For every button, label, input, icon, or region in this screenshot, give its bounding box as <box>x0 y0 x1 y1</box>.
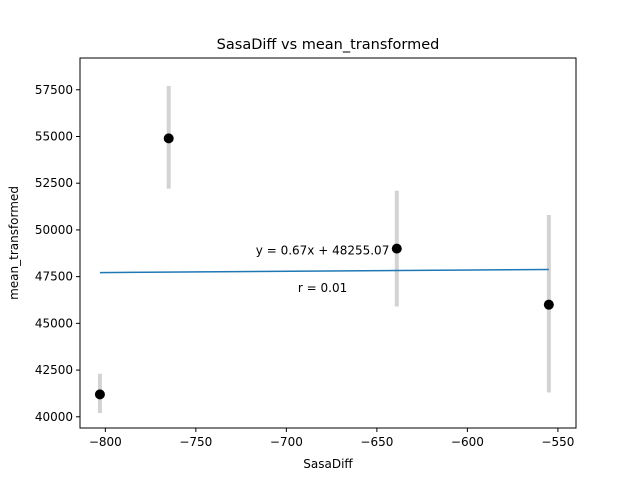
data-point-2 <box>391 243 402 254</box>
chart-title: SasaDiff vs mean_transformed <box>217 37 440 53</box>
annotation-0: y = 0.67x + 48255.07 <box>256 243 390 257</box>
y-tick-label: 50000 <box>35 223 73 237</box>
x-axis: −800 −750 −700 −650 −600 −550 <box>89 428 574 449</box>
y-tick-label: 47500 <box>35 270 73 284</box>
y-tick-label: 40000 <box>35 410 73 424</box>
x-tick-label: −750 <box>179 435 212 449</box>
y-tick-label: 45000 <box>35 316 73 330</box>
x-axis-label: SasaDiff <box>303 457 353 471</box>
annotations: y = 0.67x + 48255.07 r = 0.01 <box>256 243 390 294</box>
data-point-3 <box>543 299 554 310</box>
fit-line <box>99 268 549 274</box>
x-tick-label: −600 <box>451 435 484 449</box>
y-tick-label: 57500 <box>35 83 73 97</box>
plot-area <box>94 86 554 414</box>
axes-frame <box>79 57 577 429</box>
annotation-1: r = 0.01 <box>298 281 347 295</box>
y-tick-label: 55000 <box>35 129 73 143</box>
x-tick-label: −800 <box>89 435 122 449</box>
y-axis: 40000 42500 45000 47500 50000 52500 55000 57500 <box>35 83 80 424</box>
x-tick-label: −650 <box>360 435 393 449</box>
y-axis-label: mean_transformed <box>7 186 21 300</box>
x-tick-label: −550 <box>541 435 574 449</box>
y-tick-label: 52500 <box>35 176 73 190</box>
data-point-1 <box>163 133 174 144</box>
data-point-0 <box>94 389 105 400</box>
x-tick-label: −700 <box>270 435 303 449</box>
y-tick-label: 42500 <box>35 363 73 377</box>
